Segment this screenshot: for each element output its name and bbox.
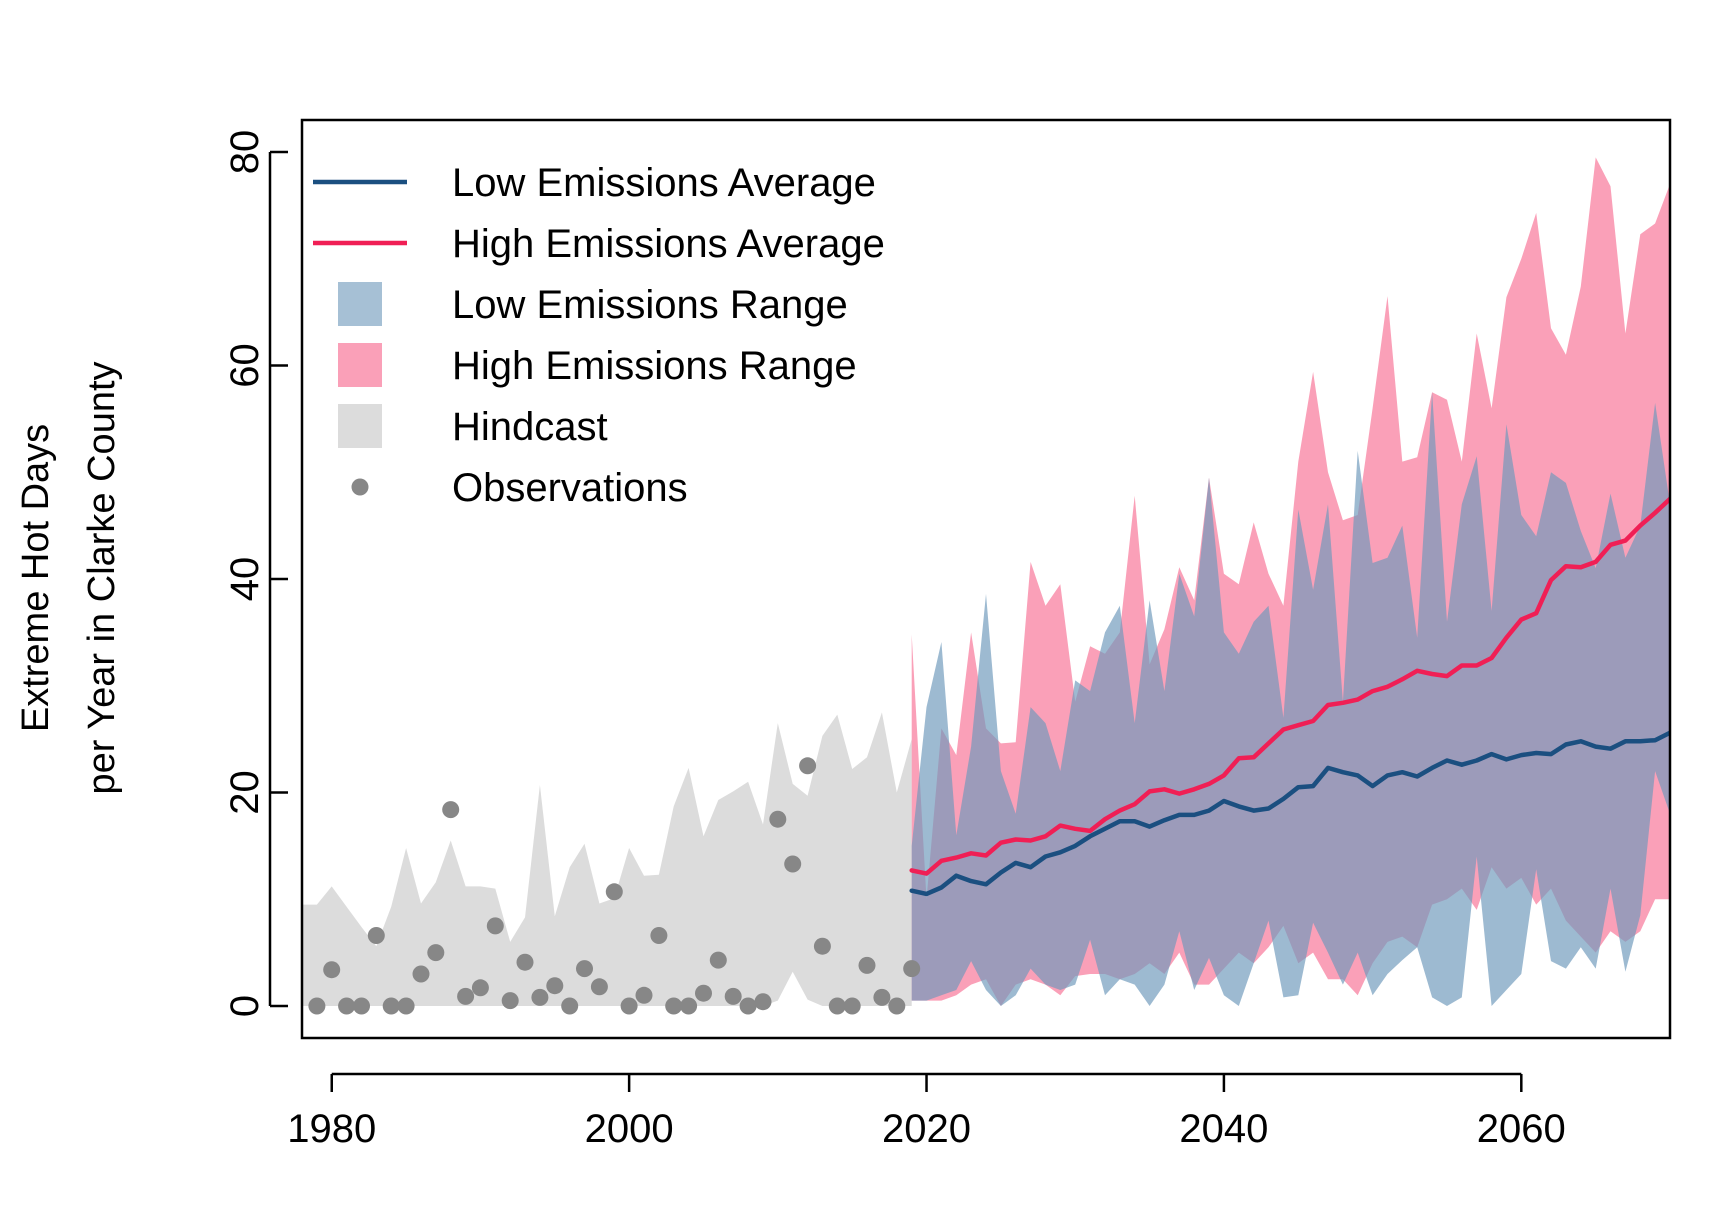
legend-label-low-emissions-average: Low Emissions Average <box>452 161 876 205</box>
observation-point <box>873 988 891 1006</box>
observation-point <box>650 927 668 944</box>
observation-point <box>353 997 370 1015</box>
x-tick-label: 2020 <box>882 1107 971 1151</box>
observation-point <box>888 997 906 1015</box>
legend-key-hindcast <box>338 404 382 448</box>
plot-area <box>302 157 1670 1015</box>
plot-layers <box>302 157 1670 1015</box>
observation-point <box>427 944 445 962</box>
y-axis-title-line-1: Extreme Hot Days <box>15 424 57 732</box>
observation-point <box>784 855 802 873</box>
x-tick-label: 2000 <box>585 1107 674 1151</box>
y-tick-label: 40 <box>223 557 267 602</box>
legend-label-high-emissions-range: High Emissions Range <box>452 344 857 388</box>
plot-box <box>300 118 1672 1040</box>
observation-point <box>680 997 698 1015</box>
legend-key-high-emissions-range <box>338 343 382 387</box>
legend-label-hindcast: Hindcast <box>452 405 608 449</box>
observation-point <box>828 997 846 1015</box>
legend-label-observations: Observations <box>452 466 688 510</box>
observation-point <box>442 801 460 819</box>
observation-point <box>620 997 638 1015</box>
legend-key-observations <box>351 478 369 496</box>
observation-point <box>635 986 653 1004</box>
x-tick-label: 2040 <box>1179 1107 1268 1151</box>
legend-label-high-emissions-average: High Emissions Average <box>452 222 885 266</box>
observation-point <box>338 997 356 1015</box>
hindcast-band <box>302 712 912 1006</box>
observation-point <box>739 997 757 1015</box>
observation-point <box>858 956 876 974</box>
x-tick-label: 2060 <box>1477 1107 1566 1151</box>
observation-point <box>709 951 727 969</box>
y-tick-label: 60 <box>223 343 267 388</box>
observation-point <box>695 984 712 1002</box>
legend-label-low-emissions-range: Low Emissions Range <box>452 283 848 327</box>
legend: Low Emissions Average High Emissions Aver… <box>313 161 885 510</box>
legend-key-low-emissions-range <box>338 282 382 326</box>
observation-point <box>457 987 475 1005</box>
high-emissions-average-line <box>909 496 1670 876</box>
observation-point <box>576 960 593 978</box>
observation-point <box>561 997 579 1015</box>
observation-point <box>382 997 400 1015</box>
observation-point <box>754 993 772 1011</box>
observation-point <box>843 997 861 1015</box>
y-tick-label: 0 <box>223 995 267 1017</box>
observation-point <box>799 757 817 775</box>
observation-point <box>813 937 831 955</box>
observation-point <box>724 987 742 1005</box>
observation-point <box>531 988 549 1006</box>
observation-point <box>323 961 341 979</box>
x-axis: 1980 2000 2020 2040 2060 <box>287 1072 1566 1151</box>
observation-point <box>397 997 415 1015</box>
observation-point <box>769 810 787 828</box>
observation-point <box>471 979 489 997</box>
observation-point <box>665 997 683 1015</box>
observation-point <box>501 992 519 1010</box>
y-axis-title-line-2: per Year in Clarke County <box>81 361 123 794</box>
low-emissions-range-band <box>911 392 1670 1006</box>
observation-point <box>590 978 608 996</box>
observation-point <box>412 965 430 983</box>
y-tick-label: 20 <box>223 770 267 815</box>
y-tick-label: 80 <box>223 130 267 175</box>
observation-point <box>903 960 921 978</box>
observation-point <box>516 953 534 971</box>
observation-point <box>367 927 385 944</box>
low-emissions-average-line <box>909 730 1670 897</box>
y-axis: 0 20 40 60 80 <box>223 130 288 1017</box>
x-tick-label: 1980 <box>287 1107 376 1151</box>
observation-point <box>605 883 623 901</box>
observation-point <box>308 997 326 1015</box>
observation-point <box>546 977 564 995</box>
observation-point <box>486 917 504 935</box>
y-axis-title: Extreme Hot Days per Year in Clarke Coun… <box>15 361 123 794</box>
